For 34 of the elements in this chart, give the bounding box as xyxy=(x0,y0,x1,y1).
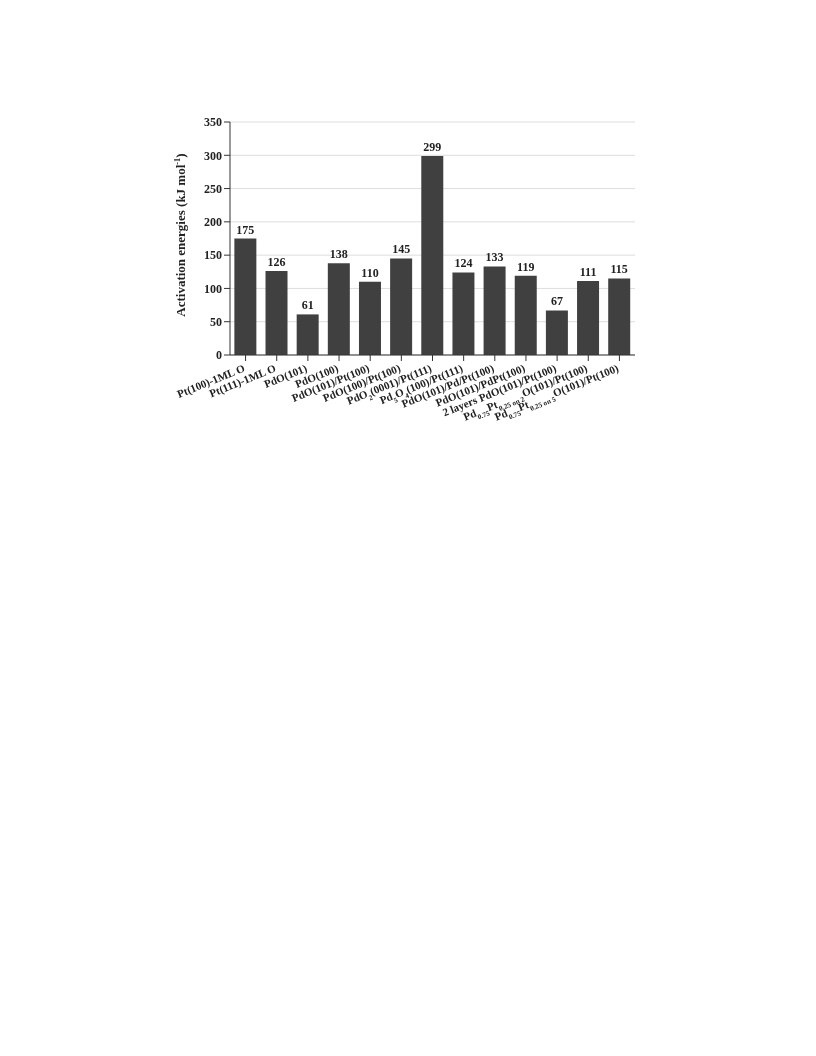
data-label: 67 xyxy=(550,294,563,309)
bar xyxy=(358,281,381,355)
data-label: 61 xyxy=(301,298,314,313)
bar xyxy=(514,275,537,355)
y-tick-label: 200 xyxy=(204,215,222,230)
y-tick-label: 150 xyxy=(204,248,222,263)
y-tick-label: 0 xyxy=(216,348,222,363)
bar xyxy=(452,272,475,355)
bar xyxy=(265,271,288,355)
bar xyxy=(296,314,319,355)
y-tick-label: 50 xyxy=(210,314,222,329)
data-label: 145 xyxy=(392,242,411,257)
y-tick-label: 300 xyxy=(204,148,222,163)
data-label: 110 xyxy=(361,265,379,280)
data-label: 299 xyxy=(423,139,442,154)
bar xyxy=(421,155,444,355)
data-label: 119 xyxy=(517,259,535,274)
y-tick-label: 350 xyxy=(204,115,222,130)
data-label: 124 xyxy=(454,256,473,271)
data-label: 126 xyxy=(267,255,286,270)
data-label: 175 xyxy=(236,222,255,237)
bar xyxy=(327,263,350,355)
bar xyxy=(577,281,600,355)
bar xyxy=(234,238,257,355)
data-label: 138 xyxy=(329,247,348,262)
data-label: 111 xyxy=(579,265,597,280)
y-tick-label: 100 xyxy=(204,281,222,296)
bar xyxy=(545,310,568,355)
bar xyxy=(608,278,631,355)
bar xyxy=(390,258,413,355)
bar xyxy=(483,266,506,355)
y-tick-label: 250 xyxy=(204,181,222,196)
data-label: 115 xyxy=(610,262,628,277)
data-label: 133 xyxy=(485,250,504,265)
